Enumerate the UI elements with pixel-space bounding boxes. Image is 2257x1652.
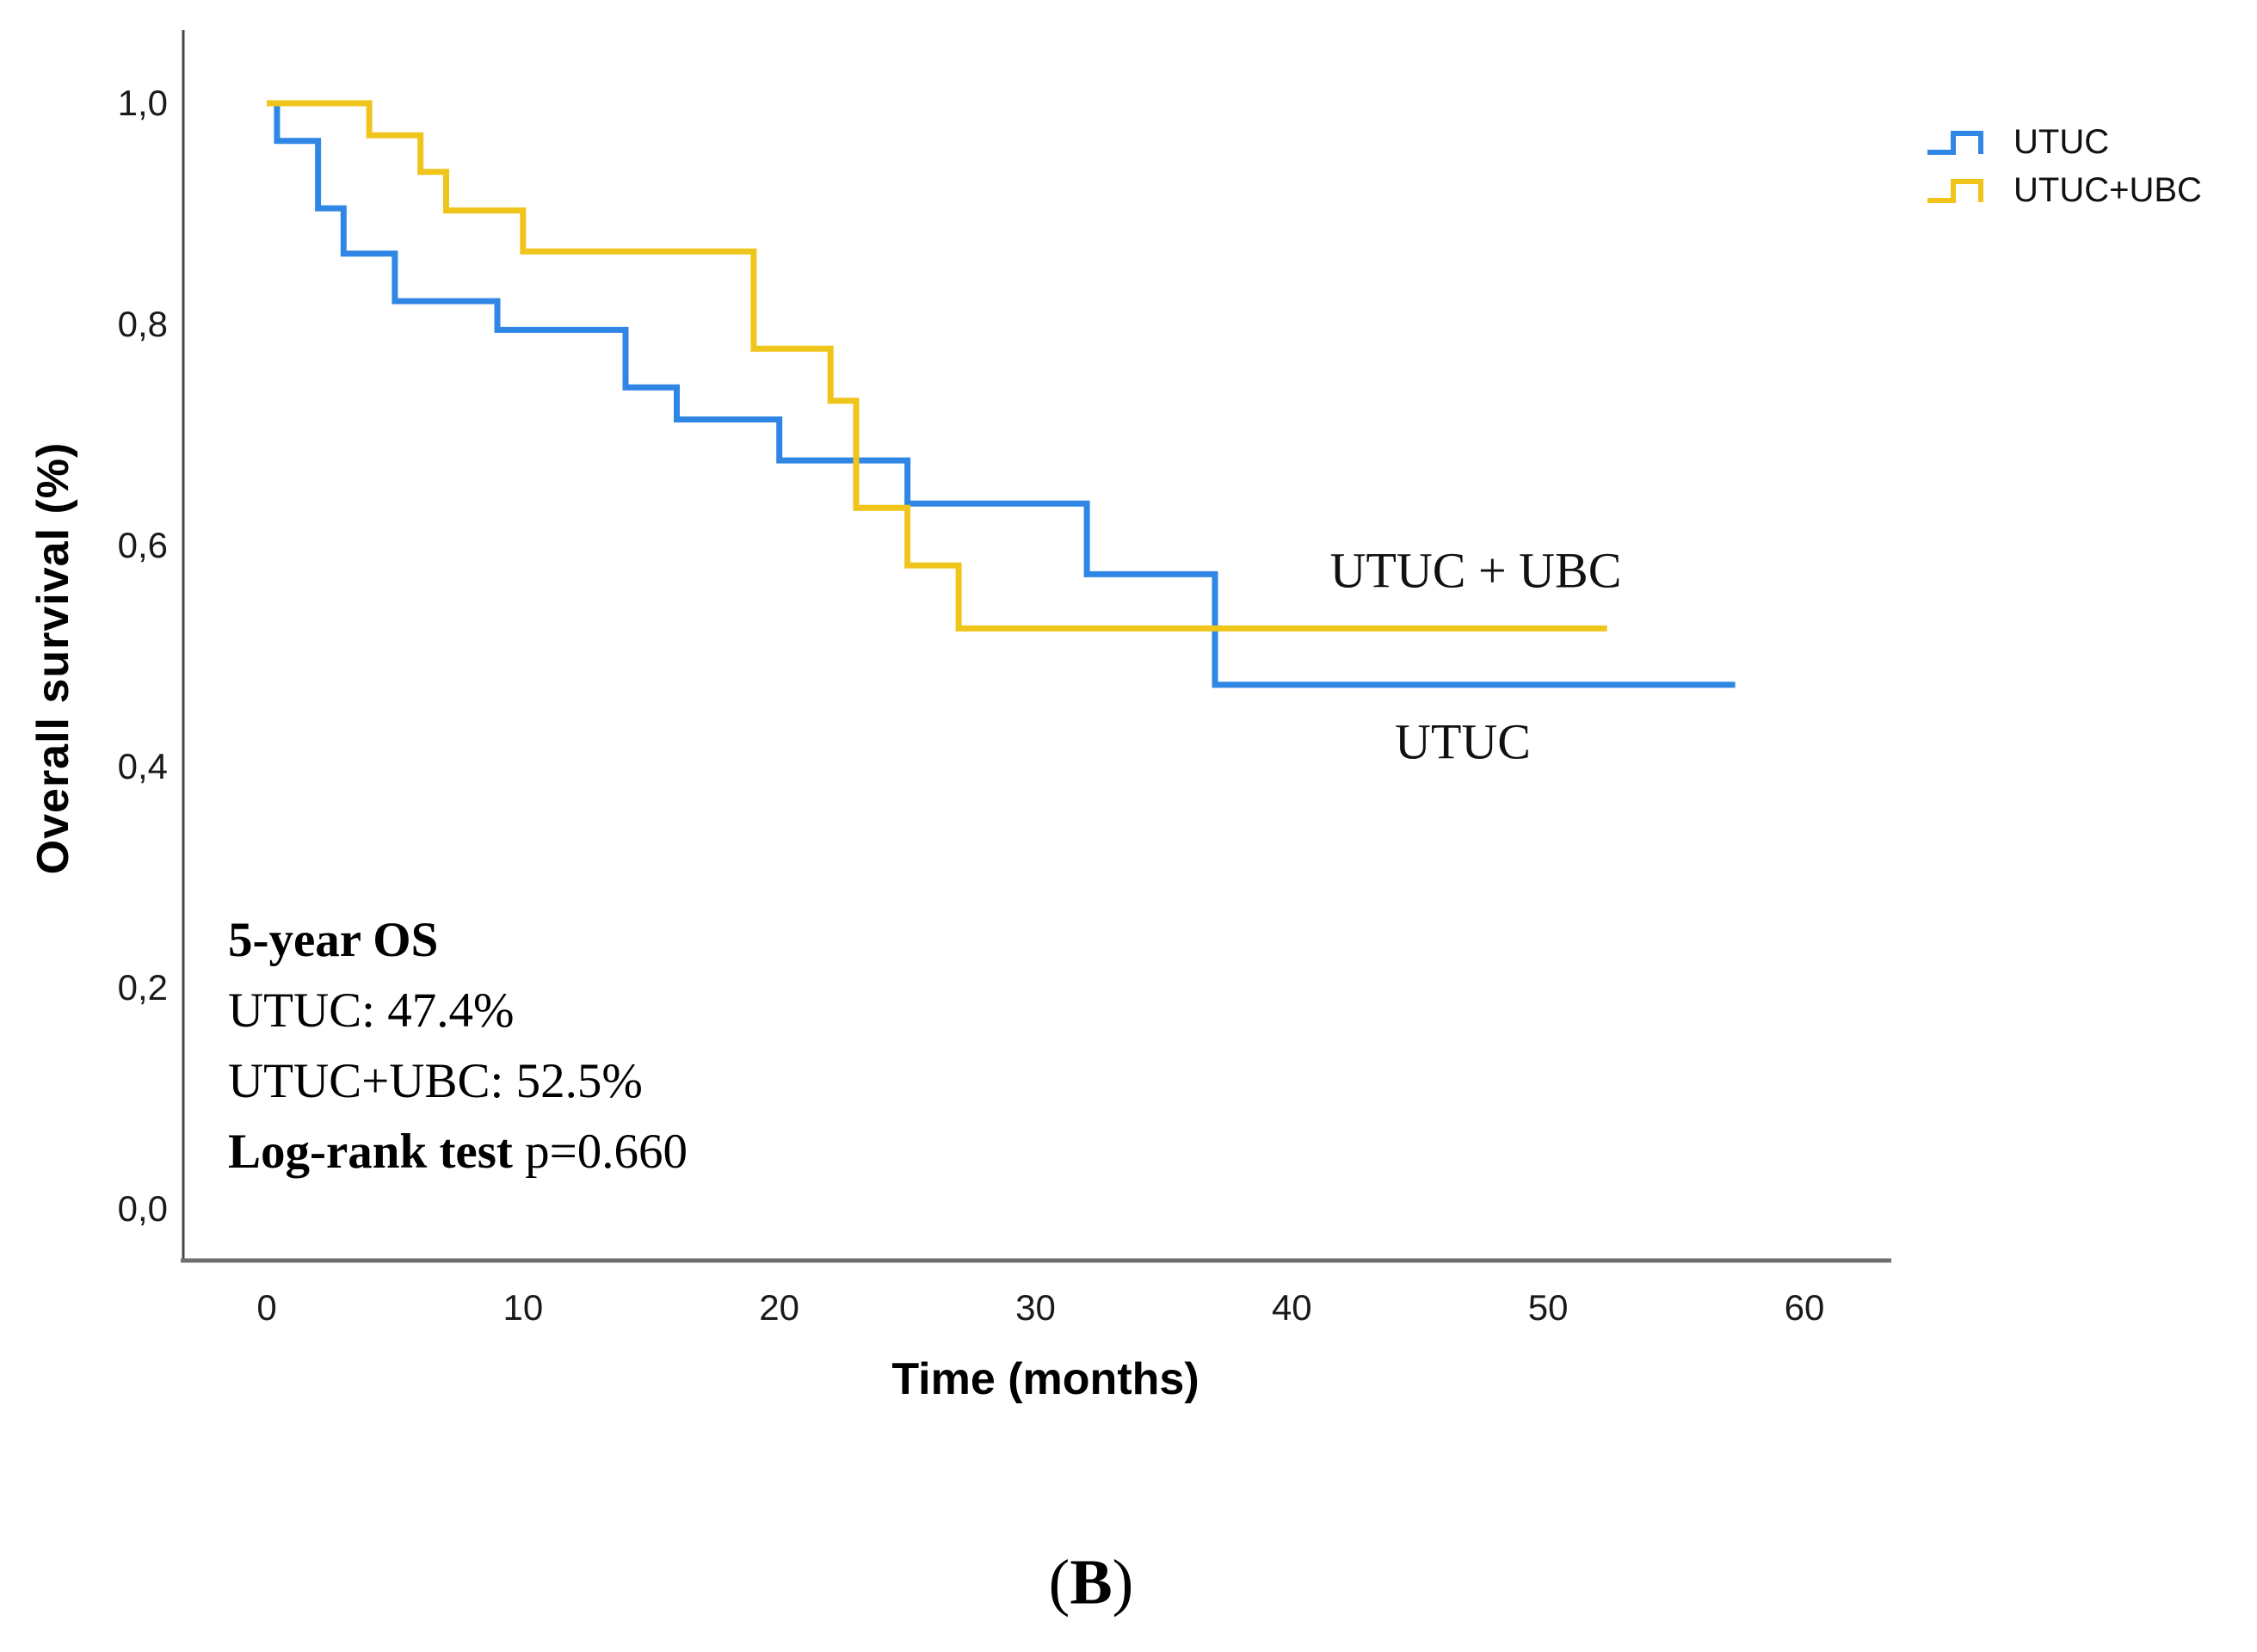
stats-utuc-ubc-os: UTUC+UBC: 52.5% xyxy=(228,1054,643,1108)
legend-item-utuc: UTUC xyxy=(1926,120,2202,163)
stats-logrank-pvalue: p=0.660 xyxy=(512,1125,688,1179)
stats-title: 5-year OS xyxy=(228,913,439,967)
y-tick-0_0: 0,0 xyxy=(117,1188,168,1229)
annotation-utuc: UTUC xyxy=(1395,713,1531,770)
stats-utuc-os: UTUC: 47.4% xyxy=(228,983,515,1038)
y-tick-1_0: 1,0 xyxy=(117,83,168,123)
x-tick-60: 60 xyxy=(1784,1287,1825,1328)
legend-item-utuc-ubc: UTUC+UBC xyxy=(1926,169,2202,212)
x-tick-50: 50 xyxy=(1527,1287,1569,1328)
y-tick-0_4: 0,4 xyxy=(117,746,168,786)
km-curves-group xyxy=(267,100,1736,688)
panel-letter: B xyxy=(1070,1547,1113,1618)
annotation-utuc-ubc: UTUC + UBC xyxy=(1329,542,1622,599)
x-tick-0: 0 xyxy=(256,1287,277,1328)
legend: UTUC UTUC+UBC xyxy=(1926,120,2202,212)
y-tick-0_6: 0,6 xyxy=(117,525,168,565)
x-tick-30: 30 xyxy=(1015,1287,1056,1328)
stats-logrank: Log-rank test p=0.660 xyxy=(228,1117,688,1187)
legend-label: UTUC xyxy=(2013,122,2110,161)
x-tick-10: 10 xyxy=(503,1287,544,1328)
stats-logrank-label: Log-rank test xyxy=(228,1125,513,1179)
y-axis-title: Overall survival (%) xyxy=(28,441,78,875)
legend-step-icon xyxy=(1927,179,1983,203)
y-tick-0_2: 0,2 xyxy=(117,967,168,1008)
legend-label: UTUC+UBC xyxy=(2013,170,2202,209)
x-axis-title: Time (months) xyxy=(891,1354,1199,1404)
legend-step-icon xyxy=(1927,131,1983,155)
panel-caption: (B) xyxy=(1048,1547,1134,1618)
x-tick-40: 40 xyxy=(1271,1287,1312,1328)
stats-block: 5-year OS UTUC: 47.4% UTUC+UBC: 52.5% Lo… xyxy=(228,905,688,1187)
y-tick-0_8: 0,8 xyxy=(117,304,168,344)
x-tick-20: 20 xyxy=(759,1287,800,1328)
km-curve-utuc xyxy=(267,100,1736,688)
km-curve-utuc-ubc xyxy=(267,100,1607,632)
